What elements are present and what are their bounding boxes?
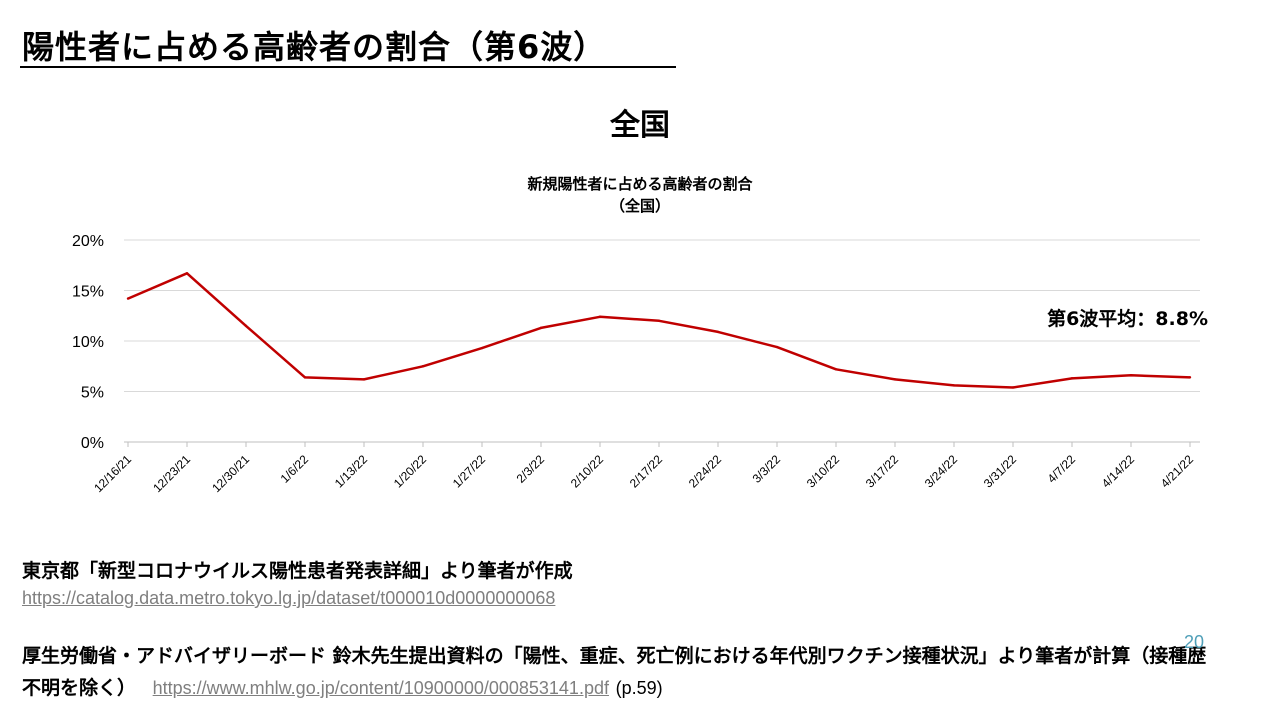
page-number: 20 xyxy=(1184,632,1205,652)
chart-subtitle: （全国） xyxy=(609,197,670,215)
data-point xyxy=(185,272,189,275)
y-tick-label: 15% xyxy=(72,284,104,301)
data-point xyxy=(716,330,720,334)
source-note-2: 厚生労働省・アドバイザリーボード 鈴木先生提出資料の「陽性、重症、死亡例における… xyxy=(22,640,1222,704)
data-point xyxy=(303,376,307,379)
title-underline xyxy=(20,66,676,68)
data-point xyxy=(834,368,838,371)
x-tick-label: 1/20/22 xyxy=(391,452,429,490)
x-tick-label: 12/16/21 xyxy=(91,452,134,495)
source-page-ref: (p.59) xyxy=(615,678,663,698)
x-tick-label: 12/23/21 xyxy=(150,452,193,495)
x-tick-label: 3/17/22 xyxy=(863,452,901,490)
x-tick-label: 2/3/22 xyxy=(514,452,548,486)
data-point xyxy=(421,365,425,368)
data-point xyxy=(480,346,484,350)
x-tick-label: 4/7/22 xyxy=(1045,452,1079,486)
x-tick-label: 12/30/21 xyxy=(209,452,252,495)
data-point xyxy=(1070,377,1074,380)
data-point xyxy=(952,384,956,387)
source-note-2-text: 厚生労働省・アドバイザリーボード 鈴木先生提出資料の「陽性、重症、死亡例における… xyxy=(22,645,1207,699)
data-point xyxy=(598,315,602,318)
average-annotation: 第6波平均：8.8% xyxy=(1047,307,1208,330)
x-tick-label: 2/24/22 xyxy=(686,452,724,490)
chart-title-block: 新規陽性者に占める高齢者の割合 （全国） xyxy=(0,173,1280,217)
x-tick-label: 3/3/22 xyxy=(750,452,784,486)
y-tick-label: 5% xyxy=(81,385,104,402)
data-point xyxy=(893,378,897,381)
x-tick-label: 4/21/22 xyxy=(1158,452,1196,490)
y-tick-label: 10% xyxy=(72,334,104,351)
x-tick-label: 1/27/22 xyxy=(450,452,488,490)
data-point xyxy=(1188,376,1192,379)
chart-title: 新規陽性者に占める高齢者の割合 xyxy=(527,175,753,193)
data-point xyxy=(362,378,366,381)
slide-title: 陽性者に占める高齢者の割合（第6波） xyxy=(22,28,607,66)
data-point xyxy=(539,326,543,330)
x-tick-label: 3/31/22 xyxy=(981,452,1019,490)
source-link-2[interactable]: https://www.mhlw.go.jp/content/10900000/… xyxy=(152,678,609,698)
source-link-1[interactable]: https://catalog.data.metro.tokyo.lg.jp/d… xyxy=(22,588,556,608)
x-tick-label: 3/24/22 xyxy=(922,452,960,490)
data-point xyxy=(244,324,248,328)
line-chart: 0% 5% 10% 15% 20% 12/16/21 12/23/21 12/30/21 1/6… xyxy=(72,233,1208,495)
x-tick-label: 1/13/22 xyxy=(332,452,370,490)
data-point xyxy=(657,319,661,322)
x-tick-label: 1/6/22 xyxy=(278,452,312,486)
region-title: 全国 xyxy=(610,108,670,143)
y-tick-label: 20% xyxy=(72,233,104,250)
data-point xyxy=(1011,386,1015,389)
x-tick-label: 3/10/22 xyxy=(804,452,842,490)
y-tick-label: 0% xyxy=(81,435,104,452)
data-point xyxy=(1129,374,1133,377)
source-note-1: 東京都「新型コロナウイルス陽性患者発表詳細」より筆者が作成 xyxy=(22,560,573,582)
x-tick-label: 2/17/22 xyxy=(627,452,665,490)
data-point xyxy=(775,345,779,349)
x-tick-label: 4/14/22 xyxy=(1099,452,1137,490)
x-tick-label: 2/10/22 xyxy=(568,452,606,490)
data-point xyxy=(126,297,130,300)
